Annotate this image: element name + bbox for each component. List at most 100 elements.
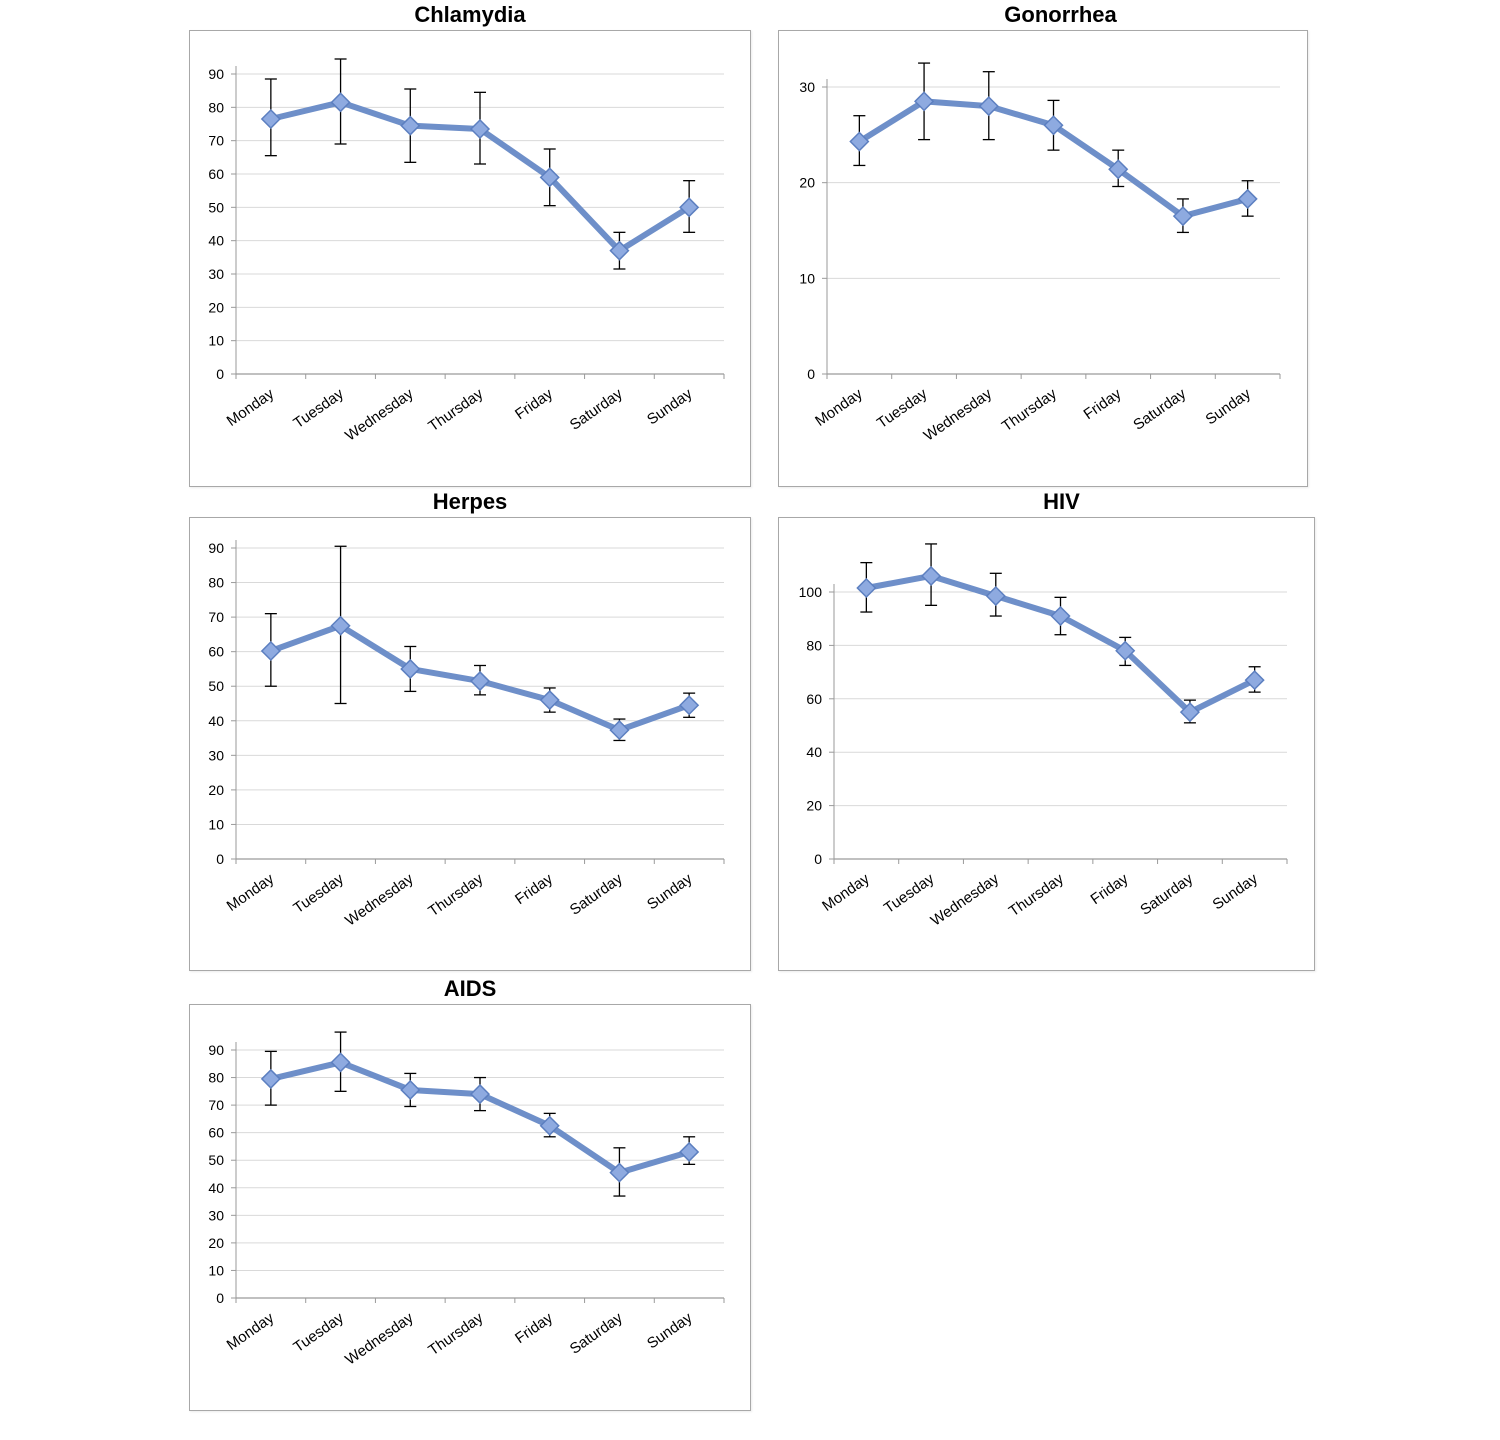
data-point — [330, 1052, 351, 1073]
chart-frame: 0 10 20 30 Monday Tuesday Wednesday Thursday Fri… — [778, 30, 1308, 487]
x-tick-label: Wednesday — [342, 385, 417, 444]
y-tick-label: 30 — [208, 747, 224, 763]
x-tick-label: Wednesday — [928, 870, 1003, 929]
chart-title: Herpes — [432, 489, 508, 514]
x-tick-label: Friday — [512, 870, 556, 908]
y-tick-label: 40 — [208, 233, 224, 249]
x-tick-label: Monday — [224, 1309, 278, 1354]
x-tick-label: Tuesday — [290, 385, 347, 432]
data-point — [1237, 188, 1258, 209]
chart-title: Gonorrhea — [1004, 2, 1117, 27]
y-tick-label: 70 — [208, 133, 224, 149]
x-tick-label: Friday — [1081, 385, 1125, 423]
y-tick-label: 60 — [208, 1125, 224, 1141]
data-point — [469, 670, 491, 692]
x-tick-label: Thursday — [425, 1309, 486, 1359]
y-tick-label: 90 — [208, 1042, 224, 1058]
y-tick-label: 0 — [814, 851, 822, 867]
data-point — [400, 1079, 421, 1101]
y-tick-label: 20 — [799, 175, 815, 191]
y-tick-label: 30 — [799, 79, 815, 95]
chart-frame: 0 10 20 30 40 50 60 70 80 90 Monday Tuesday Wednesda… — [189, 517, 751, 971]
y-tick-label: 70 — [208, 1097, 224, 1113]
data-point — [539, 689, 560, 711]
x-tick-label: Wednesday — [921, 385, 996, 444]
x-tick-label: Wednesday — [342, 1309, 417, 1368]
x-tick-label: Thursday — [425, 385, 486, 435]
data-point — [1172, 206, 1193, 227]
y-tick-label: 10 — [208, 333, 224, 349]
x-tick-label: Saturday — [567, 385, 626, 434]
x-tick-label: Friday — [1088, 870, 1132, 908]
y-tick-label: 0 — [807, 366, 815, 382]
data-point — [985, 585, 1006, 607]
chart-frame: 0 20 40 60 80 100 Monday Tuesday Wednesday Thursd… — [778, 517, 1315, 971]
data-point — [856, 577, 877, 599]
x-tick-label: Friday — [512, 1309, 556, 1347]
x-tick-label: Tuesday — [881, 870, 938, 917]
x-tick-label: Tuesday — [290, 870, 347, 917]
data-point — [260, 108, 281, 130]
data-point — [1043, 115, 1064, 136]
data-point — [1050, 605, 1071, 627]
y-tick-label: 10 — [799, 270, 815, 286]
data-point — [609, 240, 630, 261]
data-point — [679, 197, 700, 218]
data-point — [330, 92, 351, 113]
x-tick-label: Saturday — [567, 870, 626, 919]
data-point — [609, 720, 630, 741]
data-point — [978, 96, 999, 117]
x-tick-label: Monday — [812, 385, 866, 430]
x-tick-label: Wednesday — [342, 870, 417, 929]
data-point — [400, 658, 421, 680]
x-tick-label: Saturday — [567, 1309, 626, 1358]
data-point — [921, 565, 942, 587]
y-tick-label: 0 — [216, 1290, 224, 1306]
chart-title: Chlamydia — [414, 2, 526, 27]
y-tick-label: 80 — [806, 637, 822, 653]
data-point — [679, 1141, 700, 1163]
x-tick-label: Sunday — [644, 385, 696, 428]
y-tick-label: 60 — [208, 644, 224, 660]
y-tick-label: 40 — [806, 744, 822, 760]
data-point — [539, 167, 560, 188]
x-tick-label: Saturday — [1130, 385, 1189, 434]
series-line — [863, 572, 1258, 716]
y-tick-label: 80 — [208, 575, 224, 591]
y-tick-label: 0 — [216, 851, 224, 867]
chart-svg: 0 10 20 30 40 50 60 70 80 90 Monday TuesdayWednesda… — [208, 1031, 725, 1369]
x-tick-label: Monday — [819, 870, 873, 915]
data-point — [330, 615, 351, 636]
chart-frame: 0 10 20 30 40 50 60 70 80 90 Monday Tuesday Wednesda… — [189, 30, 751, 487]
y-tick-label: 50 — [208, 199, 224, 215]
x-tick-label: Saturday — [1137, 870, 1196, 919]
x-tick-label: Tuesday — [874, 385, 931, 432]
y-tick-label: 60 — [208, 166, 224, 182]
y-tick-label: 10 — [208, 816, 224, 832]
data-point — [400, 115, 421, 136]
y-tick-label: 40 — [208, 713, 224, 729]
y-tick-label: 20 — [806, 798, 822, 814]
data-point — [1108, 159, 1129, 180]
y-tick-label: 40 — [208, 1180, 224, 1196]
y-tick-label: 80 — [208, 1070, 224, 1086]
x-tick-label: Tuesday — [290, 1309, 347, 1356]
y-tick-label: 30 — [208, 1207, 224, 1223]
y-tick-label: 20 — [208, 299, 224, 315]
y-tick-label: 20 — [208, 1235, 224, 1251]
x-tick-label: Thursday — [999, 385, 1060, 435]
x-tick-label: Friday — [512, 385, 556, 423]
x-tick-label: Monday — [224, 870, 278, 915]
data-point — [469, 1084, 491, 1105]
y-tick-label: 20 — [208, 782, 224, 798]
y-tick-label: 50 — [208, 678, 224, 694]
y-tick-label: 100 — [799, 584, 823, 600]
chart-title: HIV — [1043, 489, 1080, 514]
x-tick-label: Monday — [224, 385, 278, 430]
y-tick-label: 90 — [208, 66, 224, 82]
y-tick-label: 10 — [208, 1262, 224, 1278]
y-tick-label: 90 — [208, 540, 224, 556]
data-point — [260, 1068, 281, 1089]
data-point — [1244, 670, 1265, 691]
